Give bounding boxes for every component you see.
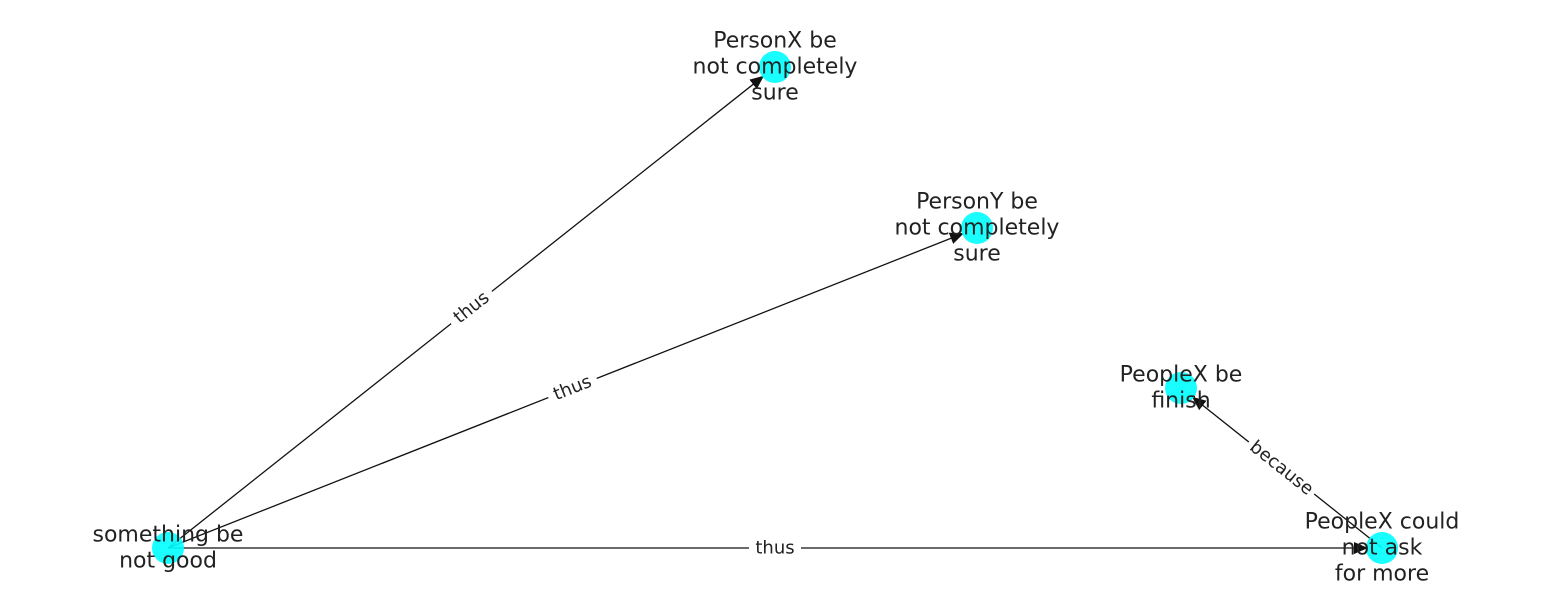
node-label: not completely	[693, 55, 858, 80]
edge-label-text: thus	[550, 371, 594, 405]
node-label: PersonY be	[916, 190, 1038, 215]
node-n4	[1165, 372, 1197, 404]
node-label: sure	[953, 242, 1001, 267]
node-n5	[1366, 532, 1398, 564]
edge-label-n1-n5: thus	[749, 537, 801, 559]
node-n2	[759, 51, 791, 83]
node-label: something be	[93, 523, 244, 548]
edge-label-n1-n3: thus	[544, 368, 601, 408]
edge-label-n5-n4: because	[1241, 433, 1322, 503]
node-label: sure	[751, 81, 799, 106]
node-label: finish	[1151, 389, 1210, 414]
node-label: not completely	[895, 216, 1060, 241]
edges-layer	[167, 75, 1383, 554]
edge-label-text: thus	[755, 538, 794, 559]
nodes-layer	[152, 51, 1398, 564]
node-label: PeopleX be	[1120, 363, 1243, 388]
node-label: PersonX be	[713, 29, 837, 54]
node-label: not ask	[1342, 536, 1423, 561]
node-label: for more	[1335, 562, 1429, 587]
node-label: PeopleX could	[1305, 510, 1460, 535]
edge-label-text: because	[1246, 436, 1318, 499]
node-label: not good	[119, 549, 217, 574]
node-n3	[961, 212, 993, 244]
edge-label-n1-n2: thus	[444, 282, 499, 333]
node-n1	[152, 532, 184, 564]
